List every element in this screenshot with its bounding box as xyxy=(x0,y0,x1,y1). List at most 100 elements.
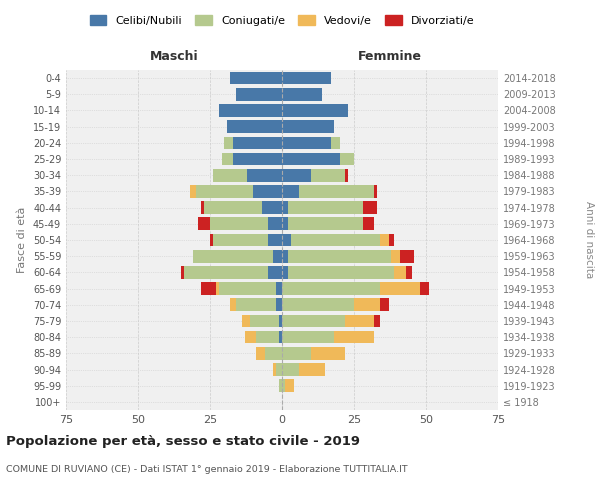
Bar xyxy=(380,234,389,246)
Bar xyxy=(210,234,213,246)
Bar xyxy=(276,363,282,376)
Bar xyxy=(380,298,389,311)
Bar xyxy=(282,152,340,166)
Bar xyxy=(299,363,325,376)
Bar xyxy=(233,152,282,166)
Bar xyxy=(247,169,282,181)
Bar xyxy=(282,136,331,149)
Bar xyxy=(245,331,256,344)
Bar xyxy=(268,218,282,230)
Bar xyxy=(213,234,268,246)
Bar xyxy=(394,266,406,278)
Bar xyxy=(334,331,374,344)
Bar xyxy=(282,88,322,101)
Bar xyxy=(282,347,311,360)
Bar xyxy=(274,363,276,376)
Bar xyxy=(346,169,348,181)
Bar xyxy=(265,347,282,360)
Bar xyxy=(400,250,415,262)
Bar xyxy=(282,250,288,262)
Bar xyxy=(406,266,412,278)
Bar xyxy=(362,202,377,214)
Bar xyxy=(299,185,374,198)
Bar xyxy=(290,234,380,246)
Bar xyxy=(282,185,299,198)
Bar xyxy=(288,250,391,262)
Bar xyxy=(282,282,380,295)
Bar xyxy=(236,298,276,311)
Bar xyxy=(218,104,282,117)
Bar xyxy=(262,202,282,214)
Bar xyxy=(274,250,282,262)
Bar xyxy=(282,380,285,392)
Bar xyxy=(389,234,394,246)
Bar xyxy=(230,298,236,311)
Bar xyxy=(213,169,247,181)
Bar xyxy=(227,120,282,133)
Bar xyxy=(340,152,354,166)
Bar xyxy=(202,282,216,295)
Bar xyxy=(282,234,290,246)
Bar xyxy=(181,266,184,278)
Bar xyxy=(268,266,282,278)
Bar xyxy=(391,250,400,262)
Text: COMUNE DI RUVIANO (CE) - Dati ISTAT 1° gennaio 2019 - Elaborazione TUTTITALIA.IT: COMUNE DI RUVIANO (CE) - Dati ISTAT 1° g… xyxy=(6,465,407,474)
Text: Maschi: Maschi xyxy=(149,50,199,62)
Bar xyxy=(282,120,334,133)
Bar xyxy=(282,298,354,311)
Bar xyxy=(276,282,282,295)
Bar xyxy=(311,169,346,181)
Bar xyxy=(354,298,380,311)
Bar xyxy=(224,136,233,149)
Bar xyxy=(331,136,340,149)
Bar xyxy=(268,234,282,246)
Bar xyxy=(196,185,253,198)
Bar xyxy=(279,314,282,328)
Text: Femmine: Femmine xyxy=(358,50,422,62)
Bar xyxy=(380,282,420,295)
Legend: Celibi/Nubili, Coniugati/e, Vedovi/e, Divorziati/e: Celibi/Nubili, Coniugati/e, Vedovi/e, Di… xyxy=(85,10,479,30)
Bar xyxy=(236,88,282,101)
Bar xyxy=(282,72,331,85)
Bar xyxy=(250,314,279,328)
Text: Anni di nascita: Anni di nascita xyxy=(584,202,594,278)
Bar xyxy=(279,380,282,392)
Bar xyxy=(218,282,276,295)
Bar xyxy=(256,347,265,360)
Bar xyxy=(282,363,299,376)
Bar xyxy=(190,185,196,198)
Bar xyxy=(256,331,279,344)
Text: Popolazione per età, sesso e stato civile - 2019: Popolazione per età, sesso e stato civil… xyxy=(6,435,360,448)
Bar xyxy=(288,202,362,214)
Bar xyxy=(184,266,268,278)
Bar xyxy=(202,202,204,214)
Bar xyxy=(253,185,282,198)
Bar xyxy=(282,104,348,117)
Bar xyxy=(221,152,233,166)
Bar xyxy=(282,314,346,328)
Bar xyxy=(210,218,268,230)
Bar xyxy=(204,202,262,214)
Bar xyxy=(362,218,374,230)
Bar xyxy=(242,314,250,328)
Bar xyxy=(282,266,288,278)
Bar xyxy=(282,331,334,344)
Bar xyxy=(216,282,218,295)
Bar xyxy=(374,314,380,328)
Bar xyxy=(233,136,282,149)
Bar xyxy=(282,202,288,214)
Bar xyxy=(346,314,374,328)
Bar xyxy=(230,72,282,85)
Bar xyxy=(279,331,282,344)
Bar xyxy=(282,169,311,181)
Bar xyxy=(288,266,394,278)
Y-axis label: Fasce di età: Fasce di età xyxy=(17,207,27,273)
Bar xyxy=(420,282,429,295)
Bar xyxy=(199,218,210,230)
Bar xyxy=(282,218,288,230)
Bar xyxy=(193,250,274,262)
Bar xyxy=(374,185,377,198)
Bar xyxy=(288,218,362,230)
Bar xyxy=(285,380,293,392)
Bar xyxy=(276,298,282,311)
